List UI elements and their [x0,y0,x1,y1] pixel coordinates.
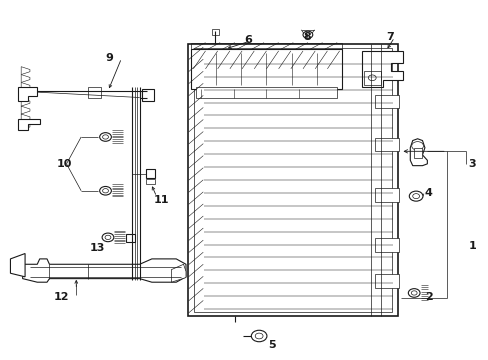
Circle shape [303,31,312,39]
Polygon shape [409,139,427,166]
Bar [374,188,398,202]
Circle shape [102,135,108,139]
Circle shape [408,191,422,201]
Bar [88,87,101,98]
Bar [188,44,397,316]
Bar [374,95,398,108]
Bar [374,274,398,288]
Circle shape [105,235,111,239]
Circle shape [255,333,263,339]
Circle shape [410,291,416,295]
Text: 6: 6 [244,35,252,45]
Circle shape [102,189,108,193]
Polygon shape [21,90,30,98]
Polygon shape [21,122,30,130]
Text: 8: 8 [303,32,310,41]
Polygon shape [361,51,402,87]
Text: 1: 1 [468,241,476,251]
Polygon shape [21,98,30,106]
Text: 3: 3 [468,159,475,169]
Circle shape [251,330,266,342]
Polygon shape [22,259,185,282]
Circle shape [100,186,111,195]
Text: 11: 11 [153,195,168,205]
Polygon shape [18,119,40,130]
Circle shape [100,133,111,141]
Circle shape [407,289,419,297]
Polygon shape [21,67,30,75]
Text: 2: 2 [424,292,432,302]
Bar [142,89,154,101]
Bar [413,148,421,158]
Polygon shape [171,264,185,282]
Bar [211,30,219,35]
Polygon shape [21,75,30,82]
Bar [195,87,336,98]
Polygon shape [10,253,25,277]
Text: 12: 12 [53,292,69,302]
Text: 7: 7 [385,32,393,41]
Text: 10: 10 [57,159,72,169]
Bar [194,48,391,312]
Circle shape [367,75,375,81]
Polygon shape [21,114,30,122]
Polygon shape [21,106,30,114]
Bar [126,234,135,242]
Circle shape [411,141,423,150]
Circle shape [102,233,114,242]
Text: 13: 13 [90,243,105,253]
Circle shape [412,194,419,199]
Text: 5: 5 [267,340,275,350]
Bar [145,169,155,178]
Polygon shape [18,87,37,101]
Bar [374,238,398,252]
Bar [374,138,398,151]
Polygon shape [21,82,30,90]
Bar [363,71,380,85]
Bar [190,49,341,89]
Bar [145,179,155,184]
Text: 4: 4 [424,188,432,198]
Text: 9: 9 [105,53,113,63]
